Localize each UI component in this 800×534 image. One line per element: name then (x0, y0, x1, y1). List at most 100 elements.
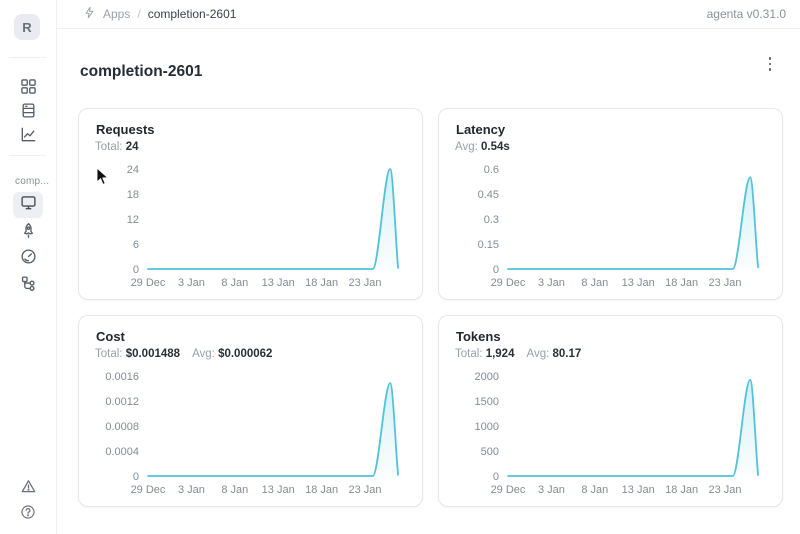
svg-text:6: 6 (133, 239, 139, 251)
stat-label: Avg: (192, 348, 215, 360)
bolt-icon (83, 6, 96, 22)
svg-text:0: 0 (493, 264, 499, 276)
stat-value: 24 (122, 141, 139, 153)
svg-text:13 Jan: 13 Jan (262, 277, 295, 289)
svg-text:8 Jan: 8 Jan (581, 277, 608, 289)
stat-value: 0.54s (477, 141, 510, 153)
card-title: Latency (456, 122, 506, 137)
page-title: completion-2601 (80, 63, 203, 81)
svg-text:3 Jan: 3 Jan (538, 484, 565, 496)
svg-text:29 Dec: 29 Dec (491, 484, 526, 496)
svg-text:13 Jan: 13 Jan (262, 484, 295, 496)
card-stats: Total: 24 (95, 141, 422, 153)
sidebar: R comp... (0, 0, 57, 534)
top-bar: Apps / completion-2601 agenta v0.31.0 (57, 0, 800, 29)
svg-text:18 Jan: 18 Jan (665, 277, 698, 289)
card-title: Tokens (456, 329, 501, 344)
sidebar-item-traces[interactable] (0, 274, 56, 298)
page-menu-button[interactable] (758, 52, 782, 76)
breadcrumb-apps-link[interactable]: Apps (103, 7, 131, 21)
svg-text:29 Dec: 29 Dec (131, 277, 166, 289)
svg-text:0.0016: 0.0016 (105, 371, 139, 383)
sidebar-item-help[interactable] (0, 502, 56, 526)
rows-icon (20, 102, 37, 124)
svg-text:18 Jan: 18 Jan (665, 484, 698, 496)
stat-value: 80.17 (549, 348, 582, 360)
svg-text:500: 500 (481, 446, 499, 458)
svg-text:3 Jan: 3 Jan (178, 484, 205, 496)
svg-text:13 Jan: 13 Jan (622, 277, 655, 289)
svg-text:8 Jan: 8 Jan (221, 277, 248, 289)
svg-text:29 Dec: 29 Dec (131, 484, 166, 496)
stat-value: $0.000062 (214, 348, 273, 360)
metric-card: Latency Avg: 0.54s 0 0.15 0.3 0.45 0.6 29 Dec… (438, 108, 783, 300)
svg-text:0: 0 (493, 471, 499, 483)
breadcrumb: Apps / completion-2601 (83, 6, 236, 22)
monitor-icon (20, 194, 37, 216)
card-stats: Avg: 0.54s (455, 141, 782, 153)
sidebar-item-evaluations[interactable] (0, 125, 56, 149)
sidebar-item-deployments[interactable] (0, 221, 56, 245)
app-version-label: agenta v0.31.0 (706, 7, 786, 21)
stat: Total: $0.001488 (95, 348, 180, 360)
card-stats: Total: $0.001488 Avg: $0.000062 (95, 348, 422, 360)
gauge-icon (20, 248, 37, 270)
stat: Total: 24 (95, 141, 139, 153)
svg-text:0.0008: 0.0008 (105, 421, 139, 433)
svg-text:0.0012: 0.0012 (105, 396, 139, 408)
stat-label: Avg: (455, 141, 478, 153)
svg-text:1000: 1000 (475, 421, 499, 433)
svg-text:29 Dec: 29 Dec (491, 277, 526, 289)
svg-text:0.6: 0.6 (484, 164, 499, 176)
sidebar-app-label: comp... (15, 176, 50, 187)
svg-text:23 Jan: 23 Jan (348, 484, 381, 496)
card-stats: Total: 1,924 Avg: 80.17 (455, 348, 782, 360)
stat: Avg: $0.000062 (192, 348, 272, 360)
metric-line-chart: 0 0.0004 0.0008 0.0012 0.0016 29 Dec 3 Jan 8 Ja… (105, 371, 399, 496)
svg-text:0.0004: 0.0004 (105, 446, 139, 458)
stat-label: Avg: (526, 348, 550, 360)
svg-text:0: 0 (133, 264, 139, 276)
svg-text:12: 12 (127, 214, 139, 226)
workspace-avatar[interactable]: R (14, 14, 40, 40)
line-chart-icon (20, 126, 37, 148)
stat: Total: 1,924 (455, 348, 514, 360)
question-circle-icon (20, 504, 36, 525)
card-title: Requests (96, 122, 155, 137)
sidebar-item-observability[interactable] (0, 247, 56, 271)
svg-text:23 Jan: 23 Jan (708, 277, 741, 289)
metrics-grid: Requests Total: 24 0 6 12 18 24 29 Dec 3 Jan 8 … (78, 108, 783, 507)
metric-line-chart: 0 0.15 0.3 0.45 0.6 29 Dec 3 Jan 8 Jan 13 Jan 18 … (478, 164, 759, 289)
svg-text:13 Jan: 13 Jan (622, 484, 655, 496)
svg-text:0.45: 0.45 (478, 189, 499, 201)
stat-value: $0.001488 (122, 348, 181, 360)
stat-label: Total: (455, 348, 483, 360)
breadcrumb-separator: / (137, 7, 141, 21)
sidebar-item-apps[interactable] (0, 77, 56, 101)
svg-text:0: 0 (133, 471, 139, 483)
svg-text:0.3: 0.3 (484, 214, 499, 226)
sidebar-item-testsets[interactable] (0, 101, 56, 125)
metric-card: Requests Total: 24 0 6 12 18 24 29 Dec 3 Jan 8 … (78, 108, 423, 300)
metric-card: Tokens Total: 1,924 Avg: 80.17 0 500 1000 15… (438, 315, 783, 507)
warning-triangle-icon (20, 478, 37, 500)
sidebar-item-alerts[interactable] (0, 477, 56, 501)
stat-label: Total: (95, 348, 123, 360)
svg-text:3 Jan: 3 Jan (178, 277, 205, 289)
metric-line-chart: 0 500 1000 1500 2000 29 Dec 3 Jan 8 Jan 13 Jan 18… (475, 371, 759, 496)
sidebar-divider (9, 57, 46, 58)
tree-icon (20, 275, 37, 297)
svg-text:1500: 1500 (475, 396, 499, 408)
svg-text:18 Jan: 18 Jan (305, 484, 338, 496)
metric-line-chart: 0 6 12 18 24 29 Dec 3 Jan 8 Jan 13 Jan 18 Jan 23 J… (127, 164, 399, 289)
stat-label: Total: (95, 141, 123, 153)
stat-value: 1,924 (482, 348, 515, 360)
svg-text:23 Jan: 23 Jan (708, 484, 741, 496)
svg-text:18: 18 (127, 189, 139, 201)
breadcrumb-current: completion-2601 (147, 7, 237, 21)
sidebar-item-playground[interactable] (13, 192, 43, 218)
svg-text:18 Jan: 18 Jan (305, 277, 338, 289)
svg-text:2000: 2000 (475, 371, 499, 383)
svg-text:24: 24 (127, 164, 139, 176)
stat: Avg: 0.54s (455, 141, 510, 153)
